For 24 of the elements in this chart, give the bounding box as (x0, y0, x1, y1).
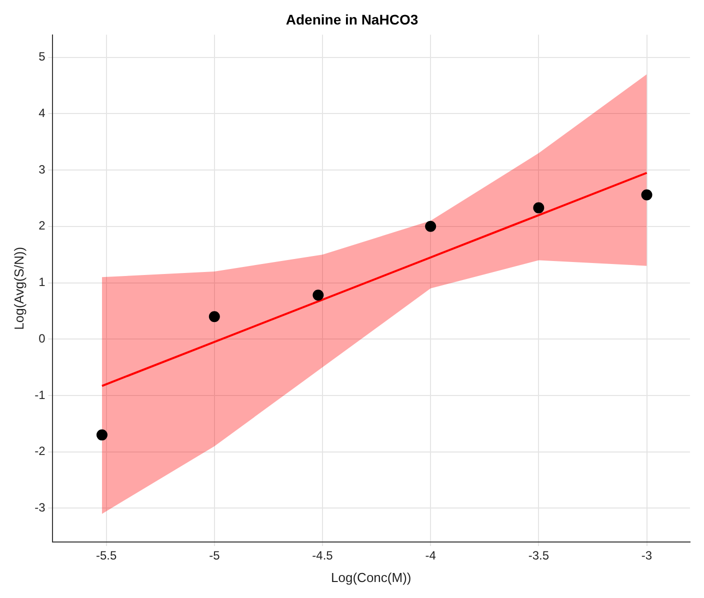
y-tick-label: 4 (38, 106, 46, 120)
y-tick-label: -1 (34, 388, 46, 402)
y-tick-label: 3 (38, 162, 46, 176)
chart-title: Adenine in NaHCO3 (286, 11, 418, 28)
x-tick-label: -4.5 (312, 548, 334, 563)
point (641, 189, 652, 200)
y-tick-label: -3 (34, 500, 46, 514)
x-tick-label: -5.5 (96, 548, 117, 563)
y-tick-label: -2 (34, 444, 46, 458)
x-axis-title: Log(Conc(M)) (331, 570, 412, 585)
x-tick-label: -3 (641, 548, 652, 563)
y-tick-label: 0 (38, 331, 46, 346)
y-axis-title: Log(Avg(S/N)) (11, 246, 26, 330)
point (312, 290, 324, 301)
y-tick-label: 1 (38, 275, 46, 290)
y-tick-label: 5 (38, 50, 46, 64)
point (425, 220, 436, 232)
point (96, 429, 108, 440)
point (208, 311, 220, 322)
y-tick-label: 2 (38, 218, 46, 233)
x-tick-label: -5 (209, 548, 220, 563)
x-tick-label: -3.5 (528, 548, 550, 563)
x-tick-label: -4 (425, 548, 436, 563)
point (533, 202, 544, 214)
